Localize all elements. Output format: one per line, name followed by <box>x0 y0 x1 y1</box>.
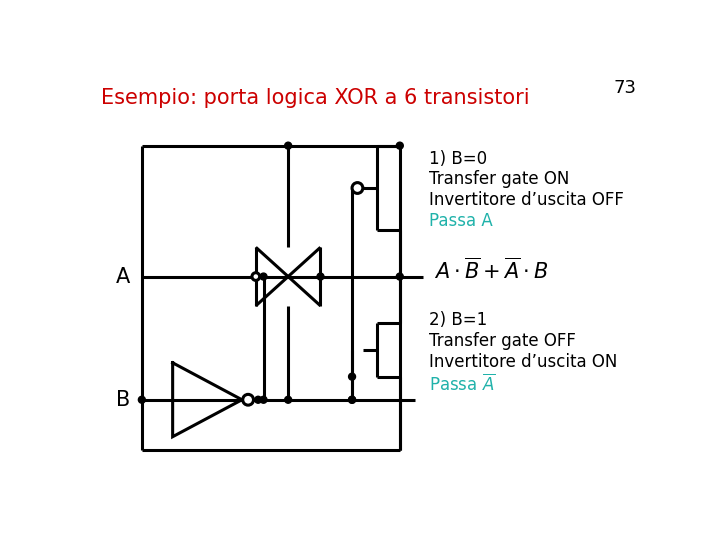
Circle shape <box>348 373 356 380</box>
Text: Passa $\overline{A}$: Passa $\overline{A}$ <box>429 374 495 395</box>
Circle shape <box>348 396 356 403</box>
Circle shape <box>255 396 261 403</box>
Text: Transfer gate OFF: Transfer gate OFF <box>429 332 576 350</box>
Text: Esempio: porta logica XOR a 6 transistori: Esempio: porta logica XOR a 6 transistor… <box>101 88 530 108</box>
Circle shape <box>138 396 145 403</box>
Text: 2) B=1: 2) B=1 <box>429 311 487 329</box>
Circle shape <box>284 396 292 403</box>
Text: Transfer gate ON: Transfer gate ON <box>429 170 570 188</box>
Circle shape <box>260 273 267 280</box>
Circle shape <box>284 142 292 149</box>
Text: Invertitore d’uscita ON: Invertitore d’uscita ON <box>429 353 618 371</box>
Circle shape <box>252 273 259 280</box>
Text: $A \cdot \overline{B} + \overline{A} \cdot B$: $A \cdot \overline{B} + \overline{A} \cd… <box>434 258 549 283</box>
Text: 73: 73 <box>614 79 637 97</box>
Text: B: B <box>116 390 130 410</box>
Circle shape <box>260 396 267 403</box>
Text: 1) B=0: 1) B=0 <box>429 150 487 167</box>
Circle shape <box>317 273 324 280</box>
Circle shape <box>243 394 253 405</box>
Circle shape <box>252 273 260 280</box>
Circle shape <box>396 273 403 280</box>
Circle shape <box>348 396 356 403</box>
Text: A: A <box>116 267 130 287</box>
Text: Passa A: Passa A <box>429 212 492 230</box>
Text: Invertitore d’uscita OFF: Invertitore d’uscita OFF <box>429 191 624 209</box>
Circle shape <box>352 183 363 193</box>
Circle shape <box>396 142 403 149</box>
